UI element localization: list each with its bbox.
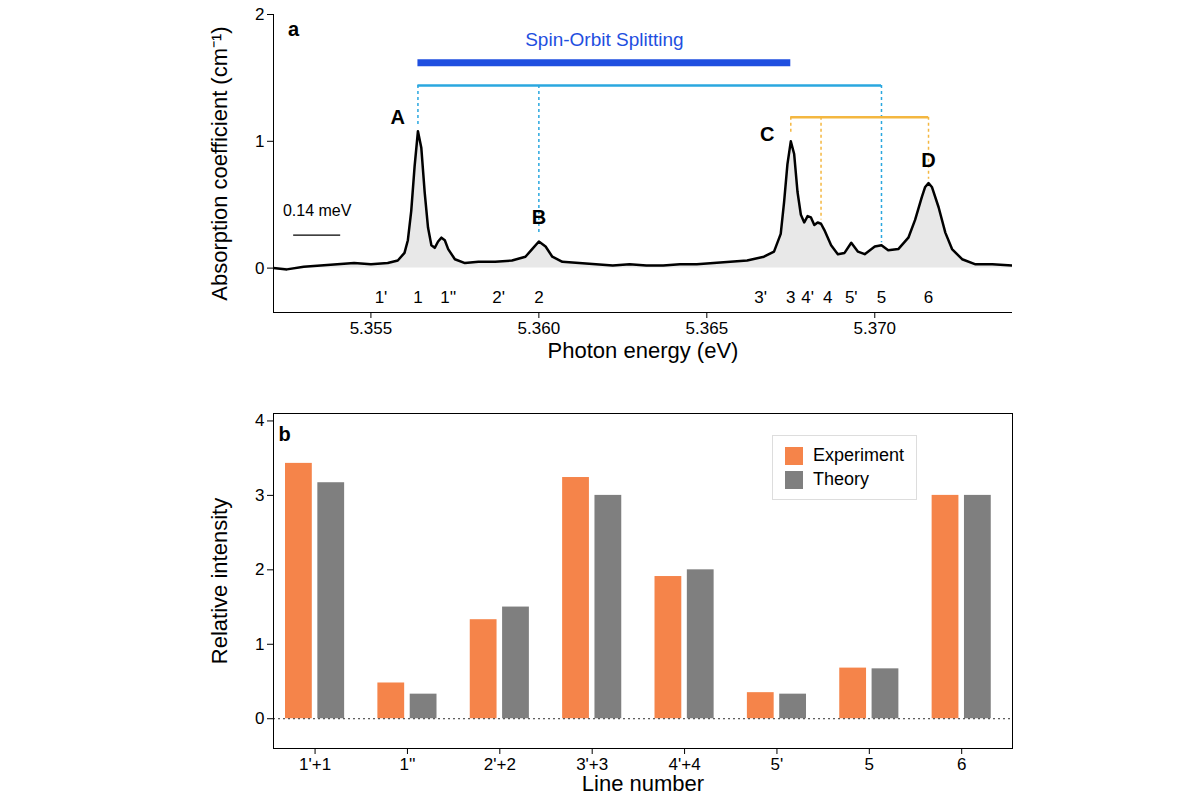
- svg-text:1': 1': [375, 288, 388, 307]
- svg-text:Spin-Orbit Splitting: Spin-Orbit Splitting: [525, 29, 683, 50]
- svg-text:Photon energy (eV): Photon energy (eV): [548, 338, 739, 363]
- svg-text:3'+3: 3'+3: [576, 754, 609, 774]
- svg-text:3: 3: [255, 486, 264, 505]
- svg-text:5': 5': [771, 755, 784, 774]
- svg-text:3': 3': [754, 288, 767, 307]
- svg-text:Relative intensity: Relative intensity: [207, 498, 232, 664]
- svg-text:1: 1: [255, 132, 264, 151]
- html-text:Theory: Theory: [813, 469, 869, 489]
- svg-text:6: 6: [957, 755, 966, 774]
- svg-text:0.14 meV: 0.14 meV: [283, 202, 352, 219]
- svg-text:5: 5: [865, 755, 874, 774]
- svg-text:0: 0: [255, 259, 264, 278]
- svg-text:2: 2: [255, 560, 264, 579]
- svg-text:D: D: [921, 149, 935, 171]
- svg-text:A: A: [391, 106, 405, 128]
- svg-text:1'+1: 1'+1: [299, 755, 331, 774]
- svg-text:Absorption coefficient (cm⁻¹): Absorption coefficient (cm⁻¹): [207, 26, 232, 300]
- svg-text:2: 2: [255, 5, 264, 24]
- svg-text:1'': 1'': [440, 288, 456, 307]
- svg-text:4'+4: 4'+4: [668, 754, 701, 774]
- svg-text:5': 5': [845, 288, 858, 307]
- svg-text:4': 4': [801, 288, 814, 307]
- svg-text:4: 4: [823, 288, 832, 307]
- svg-text:5.370: 5.370: [854, 319, 897, 338]
- svg-text:2'+2: 2'+2: [484, 755, 516, 774]
- svg-text:Line number: Line number: [582, 771, 704, 796]
- svg-text:5.360: 5.360: [518, 319, 561, 338]
- svg-text:5.355: 5.355: [350, 319, 393, 338]
- svg-text:2: 2: [534, 288, 543, 307]
- svg-text:5: 5: [877, 288, 886, 307]
- svg-text:1: 1: [413, 288, 422, 307]
- svg-text:4: 4: [255, 411, 264, 430]
- svg-text:C: C: [760, 123, 774, 145]
- svg-text:B: B: [532, 206, 546, 228]
- svg-text:b: b: [278, 423, 290, 445]
- svg-text:a: a: [288, 18, 300, 40]
- svg-text:1: 1: [255, 635, 264, 654]
- svg-text:0: 0: [255, 709, 264, 728]
- svg-text:2': 2': [492, 288, 505, 307]
- svg-text:6: 6: [924, 288, 933, 307]
- svg-text:3: 3: [786, 288, 795, 307]
- svg-text:1'': 1'': [399, 755, 415, 774]
- svg-text:5.365: 5.365: [686, 319, 729, 338]
- html-text:Experiment: Experiment: [813, 445, 904, 465]
